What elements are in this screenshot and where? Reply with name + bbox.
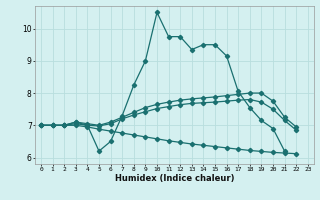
- X-axis label: Humidex (Indice chaleur): Humidex (Indice chaleur): [115, 174, 234, 183]
